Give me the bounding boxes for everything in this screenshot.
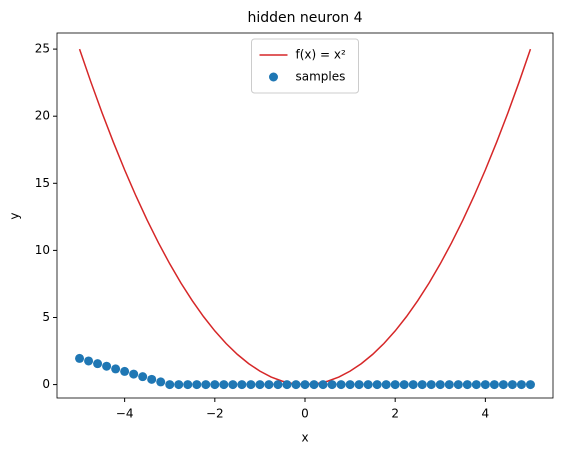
point bbox=[129, 369, 139, 379]
y-tick-label: 15 bbox=[35, 176, 50, 190]
point bbox=[498, 380, 508, 390]
point bbox=[228, 380, 238, 390]
point bbox=[318, 380, 328, 390]
point bbox=[426, 380, 436, 390]
y-tick-label: 20 bbox=[35, 109, 50, 123]
chart-title: hidden neuron 4 bbox=[247, 10, 362, 26]
point bbox=[480, 380, 490, 390]
point bbox=[138, 372, 148, 382]
point bbox=[309, 380, 319, 390]
point bbox=[84, 356, 94, 366]
plot-frame bbox=[56, 32, 554, 399]
point bbox=[210, 380, 220, 390]
point bbox=[75, 353, 85, 363]
y-axis-label: y bbox=[8, 212, 22, 219]
point bbox=[93, 359, 103, 369]
point bbox=[471, 380, 481, 390]
point bbox=[408, 380, 418, 390]
x-tick-label: 0 bbox=[301, 407, 309, 421]
point bbox=[363, 380, 373, 390]
point bbox=[354, 380, 364, 390]
point bbox=[462, 380, 472, 390]
point bbox=[516, 380, 526, 390]
point bbox=[264, 380, 274, 390]
legend-label: f(x) = x² bbox=[296, 48, 346, 62]
point bbox=[165, 380, 175, 390]
point bbox=[255, 380, 265, 390]
point bbox=[390, 380, 400, 390]
x-axis-label: x bbox=[301, 431, 308, 445]
y-tick-label: 25 bbox=[35, 42, 50, 56]
point bbox=[489, 380, 499, 390]
point bbox=[219, 380, 229, 390]
point bbox=[246, 380, 256, 390]
point bbox=[156, 377, 166, 387]
y-tick-label: 5 bbox=[42, 310, 50, 324]
point bbox=[327, 380, 337, 390]
legend-marker bbox=[269, 72, 278, 82]
line bbox=[78, 48, 532, 386]
point bbox=[174, 380, 184, 390]
point bbox=[102, 361, 112, 371]
point bbox=[273, 380, 283, 390]
point bbox=[345, 380, 355, 390]
legend-label: samples bbox=[296, 70, 346, 84]
x-tick-label: −4 bbox=[116, 407, 134, 421]
point bbox=[300, 380, 310, 390]
point bbox=[417, 380, 427, 390]
x-tick-label: −2 bbox=[206, 407, 224, 421]
point bbox=[435, 380, 445, 390]
point bbox=[111, 364, 121, 374]
point bbox=[183, 380, 193, 390]
point bbox=[381, 380, 391, 390]
point bbox=[147, 374, 157, 384]
point bbox=[120, 366, 130, 376]
point bbox=[525, 380, 535, 390]
point bbox=[444, 380, 454, 390]
x-tick-label: 4 bbox=[482, 407, 490, 421]
point bbox=[291, 380, 301, 390]
point bbox=[372, 380, 382, 390]
point bbox=[282, 380, 292, 390]
point bbox=[507, 380, 517, 390]
point bbox=[192, 380, 202, 390]
point bbox=[399, 380, 409, 390]
point bbox=[237, 380, 247, 390]
point bbox=[201, 380, 211, 390]
point bbox=[453, 380, 463, 390]
legend-box bbox=[251, 38, 359, 94]
x-tick-label: 2 bbox=[391, 407, 399, 421]
y-tick-label: 10 bbox=[35, 243, 50, 257]
point bbox=[336, 380, 346, 390]
y-tick-label: 0 bbox=[42, 377, 50, 391]
